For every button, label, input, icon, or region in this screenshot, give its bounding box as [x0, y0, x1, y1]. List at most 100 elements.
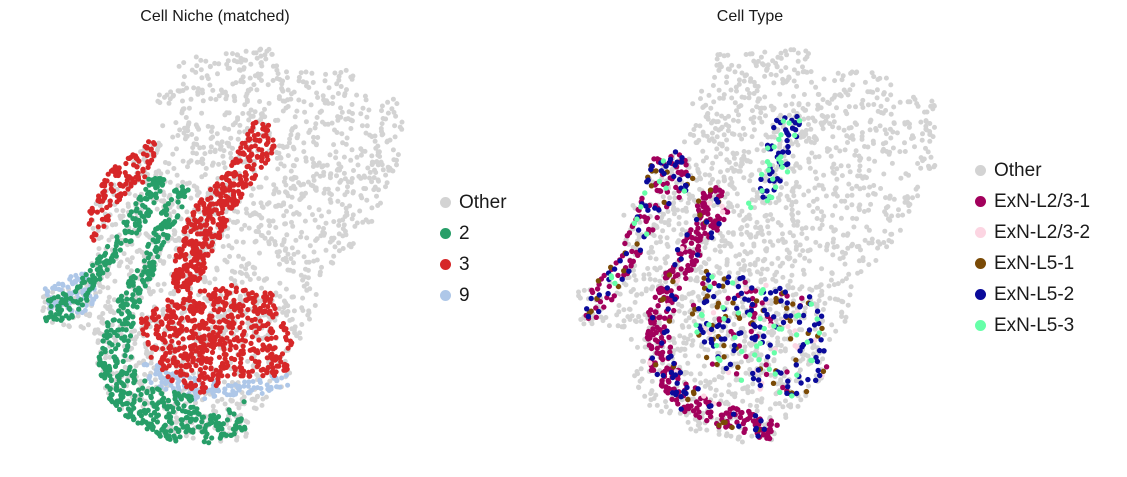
point-other	[725, 128, 731, 134]
point-other	[718, 169, 723, 175]
point-other	[751, 127, 757, 133]
point-other	[762, 49, 768, 55]
point-other	[873, 126, 879, 131]
point-other	[874, 87, 880, 93]
point-other	[749, 134, 755, 140]
point-other	[795, 58, 801, 64]
point-other	[829, 165, 835, 171]
point-other	[742, 338, 747, 344]
point-other	[705, 111, 710, 117]
point-other	[371, 187, 377, 193]
point-other	[384, 180, 390, 186]
point-other	[279, 81, 285, 87]
point-other	[371, 175, 377, 181]
point-other	[367, 175, 372, 181]
point-other	[311, 160, 317, 166]
point-other	[875, 239, 881, 245]
point-other	[657, 234, 663, 240]
point-other	[248, 192, 254, 198]
point-other	[906, 208, 912, 214]
point-other	[877, 123, 883, 129]
point-other	[790, 218, 796, 224]
point-other	[742, 334, 748, 339]
point-other	[844, 193, 850, 199]
point-other	[778, 68, 784, 74]
point-other	[712, 316, 718, 322]
point-other	[245, 358, 251, 364]
point-other	[357, 208, 363, 214]
point-other	[696, 353, 701, 359]
point-other	[375, 162, 381, 168]
point-other	[778, 343, 784, 348]
point-other	[878, 103, 884, 109]
point-other	[814, 176, 819, 182]
point-other	[923, 119, 929, 125]
point-other	[720, 234, 725, 239]
point-other	[170, 134, 176, 140]
point-other	[684, 370, 690, 376]
point-other	[780, 231, 785, 237]
point-other	[677, 333, 683, 339]
point-other	[203, 58, 209, 64]
point-other	[683, 205, 689, 211]
point-other	[223, 209, 229, 215]
point-other	[311, 134, 316, 140]
point-other	[245, 320, 251, 326]
point-other	[887, 217, 893, 223]
point-other	[663, 404, 669, 410]
point-other	[713, 387, 719, 393]
point-other	[221, 379, 227, 385]
point-other	[95, 227, 101, 233]
point-other	[731, 117, 736, 123]
point-other	[715, 52, 721, 58]
point-other	[628, 336, 634, 342]
point-other	[768, 72, 774, 77]
point-other	[726, 200, 732, 206]
point-other	[687, 196, 692, 202]
point-other	[810, 115, 816, 121]
point-other	[797, 252, 803, 258]
point-other	[751, 91, 757, 96]
point-other	[392, 134, 398, 140]
point-other	[300, 193, 306, 199]
point-other	[252, 109, 258, 115]
point-other	[749, 108, 755, 114]
point-other	[336, 240, 342, 246]
point-other	[85, 322, 91, 328]
point-other	[168, 89, 174, 95]
point-other	[728, 176, 734, 181]
point-other	[294, 108, 300, 114]
point-other	[281, 237, 287, 243]
point-other	[787, 278, 793, 284]
point-other	[208, 144, 214, 150]
point-other	[629, 313, 635, 319]
point-other	[589, 321, 595, 327]
point-other	[927, 138, 933, 144]
point-other	[807, 247, 813, 253]
point-other	[788, 404, 794, 410]
point-other	[336, 222, 342, 228]
point-other	[358, 152, 364, 158]
point-other	[866, 262, 872, 268]
point-other	[830, 252, 836, 258]
point-other	[888, 111, 894, 117]
point-other	[726, 66, 732, 72]
point-other	[715, 179, 721, 185]
point-other	[239, 263, 244, 269]
point-other	[920, 131, 925, 137]
point-other	[815, 106, 821, 112]
point-other	[809, 79, 814, 85]
point-other	[802, 305, 808, 311]
point-other	[641, 272, 647, 278]
point-other	[341, 222, 347, 228]
point-other	[690, 101, 696, 107]
point-other	[880, 141, 886, 147]
point-other	[852, 152, 858, 158]
point-other	[789, 272, 795, 278]
point-other	[767, 306, 773, 312]
point-other	[786, 74, 792, 80]
point-other	[625, 314, 631, 320]
point-other	[301, 254, 307, 260]
point-other	[759, 227, 764, 233]
point-other	[758, 110, 764, 116]
